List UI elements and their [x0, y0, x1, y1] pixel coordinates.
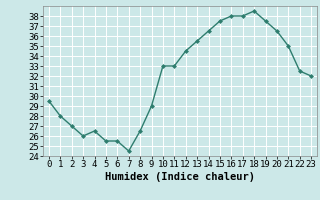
X-axis label: Humidex (Indice chaleur): Humidex (Indice chaleur) [105, 172, 255, 182]
